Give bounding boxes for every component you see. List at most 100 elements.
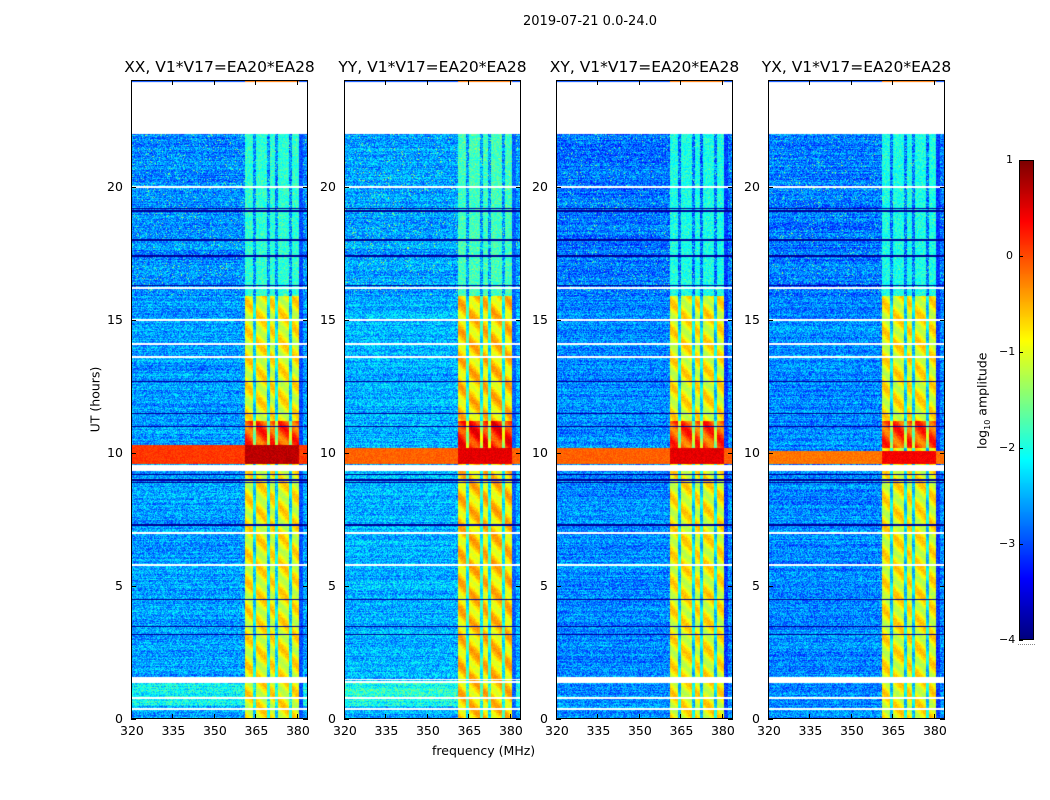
y-tick-right (303, 719, 308, 720)
x-tick-top (213, 80, 215, 85)
spectrogram-panel-yx (768, 80, 945, 719)
y-tick-label: 5 (752, 577, 760, 593)
x-tick-bottom (768, 714, 769, 719)
y-tick-left (556, 319, 561, 321)
spectrogram-image-yy (344, 80, 521, 719)
y-tick-left (556, 585, 561, 587)
x-tick-top (509, 80, 511, 85)
colorbar-tick (1019, 448, 1023, 449)
spectrogram-image-yx (768, 80, 945, 719)
x-tick-bottom (131, 714, 132, 719)
x-tick-bottom (426, 714, 428, 719)
x-tick-bottom (638, 714, 640, 719)
y-tick-left (556, 186, 561, 188)
x-tick-top (933, 80, 935, 85)
y-tick-label: 15 (744, 311, 760, 327)
y-tick-left (556, 719, 561, 720)
y-tick-left (131, 719, 136, 720)
y-tick-label: 15 (107, 311, 123, 327)
y-tick-right (940, 452, 945, 454)
colorbar (1019, 160, 1034, 640)
colorbar-tick-label: −1 (999, 345, 1016, 358)
spectrogram-image-xx (131, 80, 308, 719)
y-tick-right (516, 452, 521, 454)
y-tick-left (131, 452, 136, 454)
y-tick-label: 20 (532, 178, 548, 194)
x-tick-label: 335 (798, 723, 823, 738)
panel-title-yx: YX, V1*V17=EA20*EA28 (761, 58, 952, 76)
x-tick-top (680, 80, 682, 85)
y-tick-right (728, 719, 733, 720)
y-tick-label: 10 (107, 444, 123, 460)
x-tick-top (809, 80, 811, 85)
colorbar-tick-label: −4 (999, 633, 1016, 646)
y-tick-left (131, 585, 136, 587)
spectrogram-image-xy (556, 80, 733, 719)
y-tick-label: 5 (540, 577, 548, 593)
y-tick-label: 15 (532, 311, 548, 327)
colorbar-label-main: log (974, 429, 990, 449)
x-tick-label: 365 (881, 723, 906, 738)
y-tick-right (303, 585, 308, 587)
y-tick-left (768, 719, 773, 720)
x-tick-bottom (933, 714, 935, 719)
x-tick-top (255, 80, 257, 85)
y-tick-right (516, 585, 521, 587)
y-tick-left (344, 452, 349, 454)
x-tick-label: 365 (669, 723, 694, 738)
colorbar-label-sub: 10 (982, 419, 992, 430)
x-tick-label: 380 (498, 723, 523, 738)
y-tick-label: 0 (540, 711, 548, 726)
x-tick-label: 350 (839, 723, 864, 738)
x-tick-label: 320 (120, 723, 144, 738)
y-tick-label: 5 (115, 577, 123, 593)
y-tick-left (344, 186, 349, 188)
colorbar-gradient (1020, 161, 1033, 639)
y-tick-right (516, 319, 521, 321)
x-tick-top (385, 80, 387, 85)
x-tick-label: 335 (586, 723, 611, 738)
x-tick-bottom (850, 714, 852, 719)
x-tick-bottom (172, 714, 174, 719)
x-axis-label: frequency (MHz) (432, 743, 536, 758)
x-tick-label: 320 (333, 723, 357, 738)
x-tick-bottom (213, 714, 215, 719)
y-tick-right (728, 452, 733, 454)
y-tick-label: 0 (752, 711, 760, 726)
y-tick-label: 10 (744, 444, 760, 460)
y-tick-label: 20 (320, 178, 336, 194)
colorbar-tick-label: 0 (1006, 249, 1013, 262)
colorbar-tick (1019, 544, 1023, 545)
x-tick-top (468, 80, 470, 85)
y-tick-right (516, 719, 521, 720)
x-tick-label: 320 (757, 723, 781, 738)
y-tick-right (940, 585, 945, 587)
y-tick-label: 20 (744, 178, 760, 194)
x-tick-bottom (296, 714, 298, 719)
y-tick-right (728, 319, 733, 321)
x-tick-label: 335 (161, 723, 186, 738)
spectrogram-panel-yy (344, 80, 521, 719)
y-tick-left (344, 585, 349, 587)
y-tick-right (303, 452, 308, 454)
y-axis-label: UT (hours) (87, 366, 103, 433)
y-tick-right (940, 719, 945, 720)
x-tick-bottom (509, 714, 511, 719)
colorbar-label-rest: amplitude (974, 352, 990, 420)
x-tick-label: 365 (244, 723, 269, 738)
x-tick-bottom (556, 714, 557, 719)
x-tick-top (296, 80, 298, 85)
x-tick-bottom (680, 714, 682, 719)
y-tick-left (768, 319, 773, 321)
panel-title-xy: XY, V1*V17=EA20*EA28 (549, 58, 740, 76)
y-tick-left (344, 719, 349, 720)
x-tick-bottom (892, 714, 894, 719)
x-tick-bottom (721, 714, 723, 719)
x-tick-top (556, 80, 557, 85)
y-tick-left (768, 452, 773, 454)
x-tick-label: 320 (545, 723, 569, 738)
colorbar-extension-marker (1018, 644, 1035, 645)
x-tick-label: 365 (457, 723, 482, 738)
y-tick-label: 5 (328, 577, 336, 593)
y-tick-right (303, 319, 308, 321)
